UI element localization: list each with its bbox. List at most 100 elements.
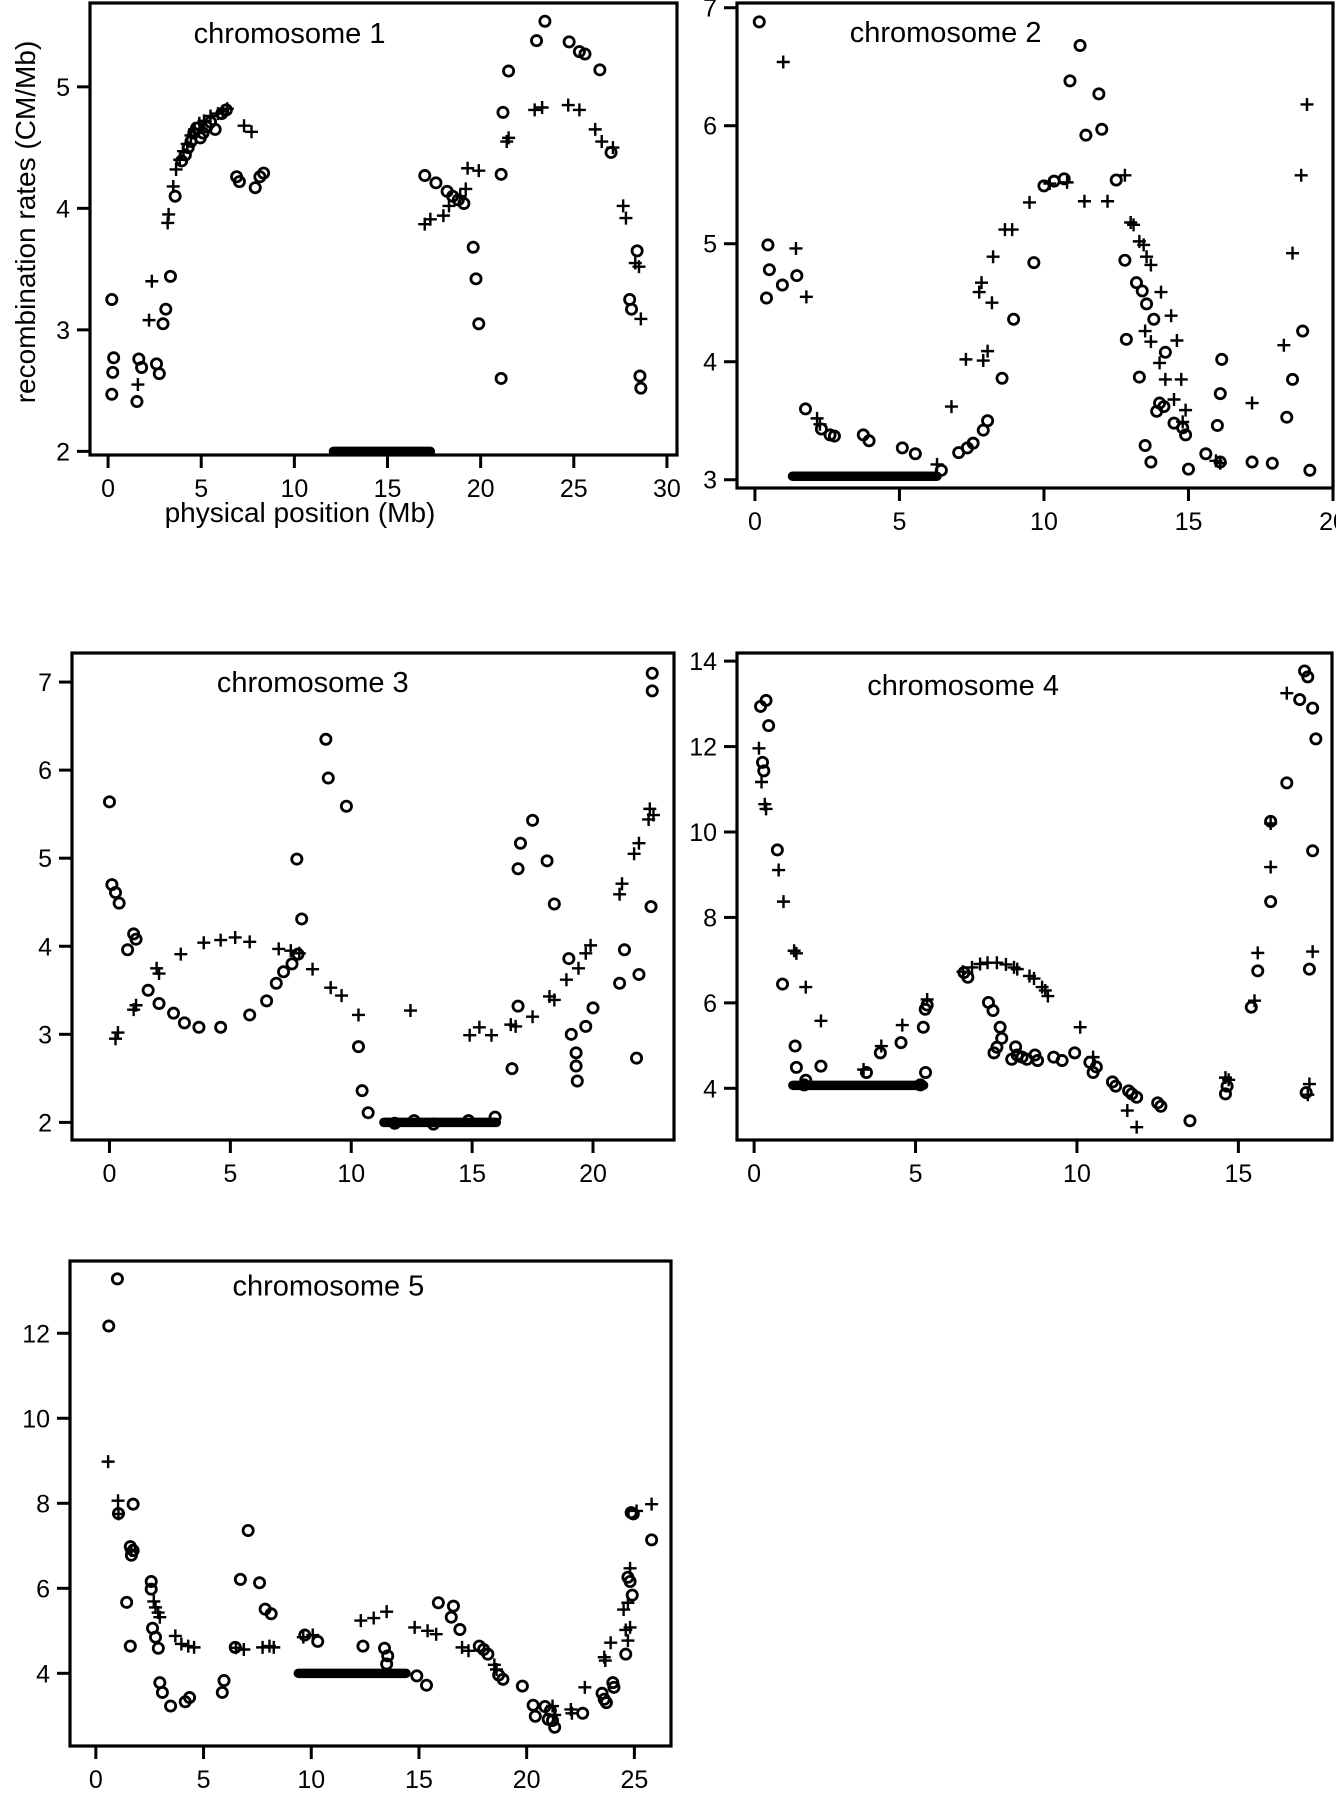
data-point-plus <box>632 836 646 850</box>
data-point-circle <box>1140 297 1154 311</box>
data-point-circle <box>177 1016 191 1030</box>
data-point-plus <box>1301 1088 1315 1102</box>
data-point-circle <box>630 1051 644 1065</box>
y-tick-label: 5 <box>38 845 52 873</box>
data-point-plus <box>632 260 646 274</box>
data-point-plus <box>111 1494 125 1508</box>
data-point-plus <box>237 119 251 133</box>
data-point-circle <box>625 302 639 316</box>
data-point-plus <box>621 1634 635 1648</box>
chart-title: chromosome 2 <box>850 17 1042 49</box>
data-point-circle <box>295 912 309 926</box>
data-point-circle <box>570 1074 584 1088</box>
data-point-plus <box>546 1699 560 1713</box>
data-point-circle <box>431 1596 445 1610</box>
data-point-circle <box>355 1084 369 1098</box>
data-point-plus <box>180 137 194 151</box>
data-point-plus <box>976 354 990 368</box>
data-point-plus <box>588 122 602 136</box>
data-point-plus <box>166 179 180 193</box>
data-point-circle <box>319 732 333 746</box>
data-point-circle <box>966 436 980 450</box>
chart-title: chromosome 3 <box>217 667 409 699</box>
data-point-circle <box>752 15 766 29</box>
data-point-circle <box>1109 1079 1123 1093</box>
data-point-plus <box>229 1641 243 1655</box>
chart-title: chromosome 5 <box>233 1270 425 1302</box>
data-point-circle <box>528 1709 542 1723</box>
y-tick-label: 4 <box>56 195 70 223</box>
data-point-circle <box>1135 284 1149 298</box>
data-point-circle <box>109 886 123 900</box>
data-point-circle <box>569 1046 583 1060</box>
circle-markers <box>102 1272 659 1734</box>
circle-markers <box>102 666 659 1131</box>
data-point-circle <box>770 843 784 857</box>
data-point-plus <box>152 967 166 981</box>
data-point-circle <box>167 1006 181 1020</box>
data-point-circle <box>1301 670 1315 684</box>
x-tick-label: 5 <box>194 475 208 503</box>
y-tick-label: 5 <box>703 231 717 259</box>
data-point-plus <box>1124 215 1138 229</box>
data-point-circle <box>604 145 618 159</box>
data-point-circle <box>426 1117 440 1131</box>
x-tick-label: 20 <box>513 1766 541 1794</box>
y-tick-label: 10 <box>22 1405 50 1433</box>
data-point-circle <box>633 369 647 383</box>
data-point-plus <box>324 981 338 995</box>
data-point-plus <box>1174 372 1188 386</box>
data-point-plus <box>956 965 970 979</box>
x-tick-label: 5 <box>223 1160 237 1188</box>
data-point-plus <box>944 400 958 414</box>
data-point-circle <box>264 1607 278 1621</box>
data-point-plus <box>124 1543 138 1557</box>
data-point-plus <box>484 1028 498 1042</box>
data-point-plus <box>1086 1050 1100 1064</box>
data-point-plus <box>965 960 979 974</box>
circle-markers <box>105 14 648 409</box>
data-point-plus <box>789 946 803 960</box>
data-point-circle <box>496 105 510 119</box>
data-point-plus <box>813 417 827 431</box>
data-point-circle <box>1157 400 1171 414</box>
data-point-plus <box>528 103 542 117</box>
data-point-plus <box>220 102 234 116</box>
y-tick-label: 2 <box>56 438 70 466</box>
data-point-circle <box>1068 1046 1082 1060</box>
data-point-plus <box>243 935 257 949</box>
data-point-plus <box>204 109 218 123</box>
data-point-circle <box>248 181 262 195</box>
data-point-circle <box>981 414 995 428</box>
plot-border <box>70 651 676 1142</box>
data-point-plus <box>895 1018 909 1032</box>
y-tick-label: 3 <box>38 1021 52 1049</box>
data-point-plus <box>187 1640 201 1654</box>
data-point-circle <box>1293 693 1307 707</box>
data-point-circle <box>488 1110 502 1124</box>
y-tick-label: 6 <box>36 1575 50 1603</box>
data-point-plus <box>616 199 630 213</box>
data-point-plus <box>111 1507 125 1521</box>
y-tick-label: 4 <box>36 1660 50 1688</box>
panel-chromosome-3: 0 5 10 15 20 2 3 4 5 6 7 chromosome 3 <box>38 651 676 1188</box>
data-point-plus <box>617 1603 631 1617</box>
data-point-plus <box>181 1639 195 1653</box>
data-point-plus <box>1264 816 1278 830</box>
data-point-circle <box>102 795 116 809</box>
y-tick-label: 10 <box>689 819 717 847</box>
data-point-circle <box>106 365 120 379</box>
data-point-circle <box>110 1272 124 1286</box>
data-point-circle <box>1280 410 1294 424</box>
data-point-plus <box>169 162 183 176</box>
data-point-circle <box>1265 456 1279 470</box>
data-point-circle <box>1092 87 1106 101</box>
data-point-circle <box>243 1008 257 1022</box>
data-point-plus <box>429 1627 443 1641</box>
x-tick-label: 15 <box>374 475 402 503</box>
data-point-plus <box>1027 972 1041 986</box>
data-point-plus <box>1118 168 1132 182</box>
x-tick-label: 15 <box>405 1766 433 1794</box>
